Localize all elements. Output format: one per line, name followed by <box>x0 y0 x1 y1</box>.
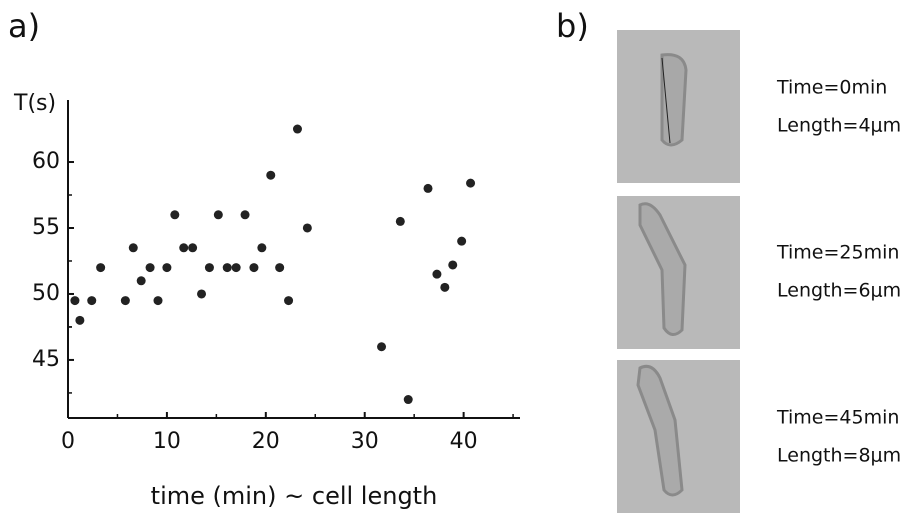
y-tick-label: 55 <box>32 215 60 240</box>
x-axis-label: time (min) ~ cell length <box>151 482 438 510</box>
x-tick-label: 40 <box>450 429 478 454</box>
point <box>440 282 450 292</box>
micrograph <box>617 30 740 513</box>
point <box>423 183 433 193</box>
point <box>266 170 276 180</box>
x-tick-label: 20 <box>252 429 280 454</box>
panel-label: a) <box>8 7 40 45</box>
frame-time: Time=45min <box>776 407 899 429</box>
point <box>395 216 405 226</box>
plot: 0 10 20 30 40 45 50 55 60 <box>32 100 520 454</box>
frame-length: Length=4μm <box>777 115 901 137</box>
point <box>249 263 259 273</box>
y-tick-label: 50 <box>32 281 60 306</box>
point <box>275 263 285 273</box>
y-tick-label: 45 <box>32 347 60 372</box>
point <box>162 263 172 273</box>
point <box>120 296 130 306</box>
point <box>213 210 223 220</box>
point <box>377 342 387 352</box>
point <box>222 263 232 273</box>
point <box>457 236 467 246</box>
y-axis-label: T(s) <box>13 91 56 116</box>
frame-length: Length=8μm <box>777 445 901 467</box>
point <box>292 124 302 134</box>
point <box>153 296 163 306</box>
point <box>302 223 312 233</box>
point <box>432 269 442 279</box>
y-tick-label: 60 <box>32 149 60 174</box>
x-tick-label: 10 <box>153 429 181 454</box>
point <box>170 210 180 220</box>
point <box>284 296 294 306</box>
x-tick-label: 0 <box>61 429 75 454</box>
point <box>75 315 85 325</box>
point <box>128 243 138 253</box>
point <box>188 243 198 253</box>
point <box>136 276 146 286</box>
point <box>231 263 241 273</box>
x-tick-label: 30 <box>351 429 379 454</box>
point <box>204 263 214 273</box>
point <box>179 243 189 253</box>
point <box>96 263 106 273</box>
frame-time: Time=25min <box>776 242 899 264</box>
point <box>403 395 413 405</box>
panel-label: b) <box>556 7 589 45</box>
point <box>466 178 476 188</box>
point <box>448 260 458 270</box>
point <box>87 296 97 306</box>
point <box>240 210 250 220</box>
point <box>197 289 207 299</box>
frame-labels: Time=0min Length=4μm Time=25min Length=6μm T… <box>776 77 901 467</box>
frame-time: Time=0min <box>776 77 887 99</box>
point <box>70 296 80 306</box>
point <box>145 263 155 273</box>
frame-length: Length=6μm <box>777 280 901 302</box>
point <box>257 243 267 253</box>
